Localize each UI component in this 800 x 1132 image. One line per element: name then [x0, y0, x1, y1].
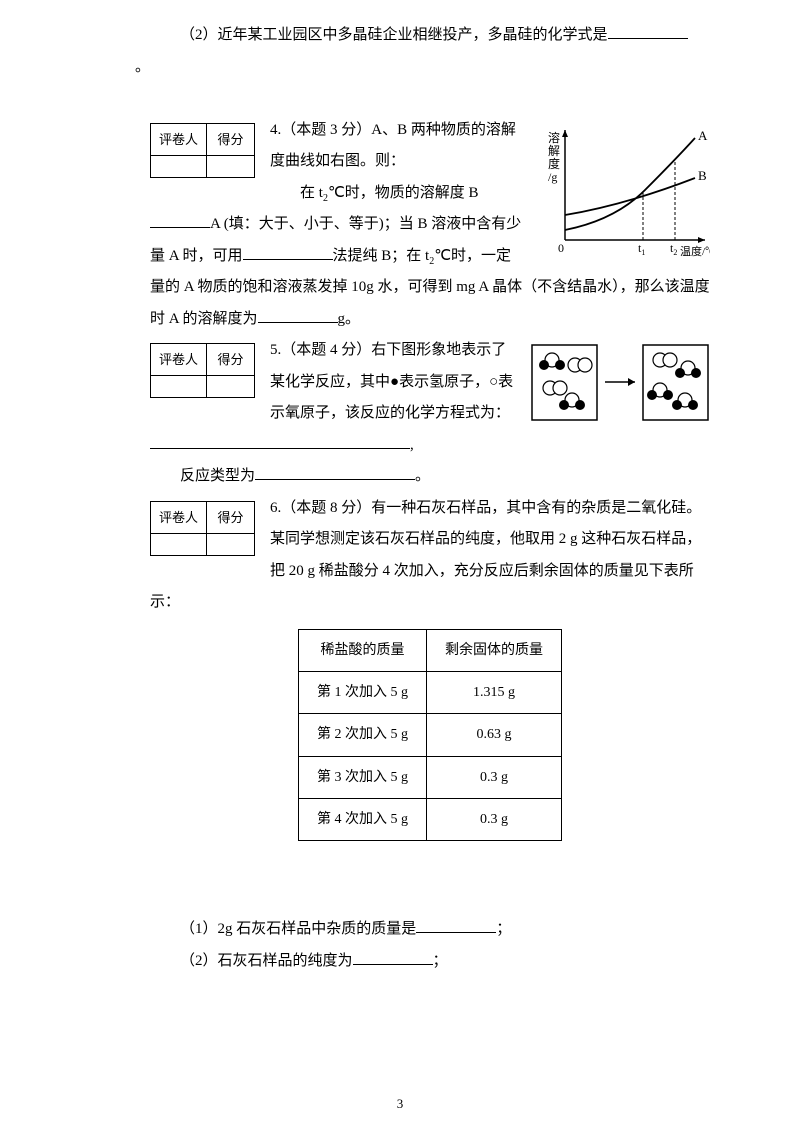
svg-text:溶: 溶: [548, 130, 560, 145]
svg-text:t2: t2: [670, 241, 677, 257]
svg-text:t1: t1: [638, 241, 645, 257]
q2-end: 。: [135, 52, 710, 84]
svg-text:/g: /g: [548, 170, 557, 184]
q6-sub1: （1）2g 石灰石样品中杂质的质量是；: [150, 914, 710, 946]
svg-text:B: B: [698, 168, 707, 183]
q6-data-table: 稀盐酸的质量剩余固体的质量 第 1 次加入 5 g1.315 g 第 2 次加入…: [298, 629, 562, 842]
svg-text:温度/℃: 温度/℃: [680, 244, 710, 258]
q5-line2: 反应类型为。: [150, 461, 710, 493]
svg-text:A: A: [698, 128, 708, 143]
grader-box-q5: 评卷人得分: [150, 343, 255, 398]
grader-box-q4: 评卷人得分: [150, 123, 255, 178]
reaction-diagram: [530, 340, 710, 425]
solubility-chart: A B 溶 解 度 /g 0 t1 t2 温度/℃: [535, 120, 710, 260]
q5-line1: ,: [150, 430, 710, 462]
svg-text:度: 度: [548, 156, 560, 171]
q6-sub2: （2）石灰石样品的纯度为；: [150, 946, 710, 978]
page-number: 3: [397, 1096, 404, 1112]
q2-text: （2）近年某工业园区中多晶硅企业相继投产，多晶硅的化学式是: [150, 20, 710, 52]
svg-text:解: 解: [548, 144, 560, 158]
svg-text:0: 0: [558, 241, 564, 255]
grader-box-q6: 评卷人得分: [150, 501, 255, 556]
